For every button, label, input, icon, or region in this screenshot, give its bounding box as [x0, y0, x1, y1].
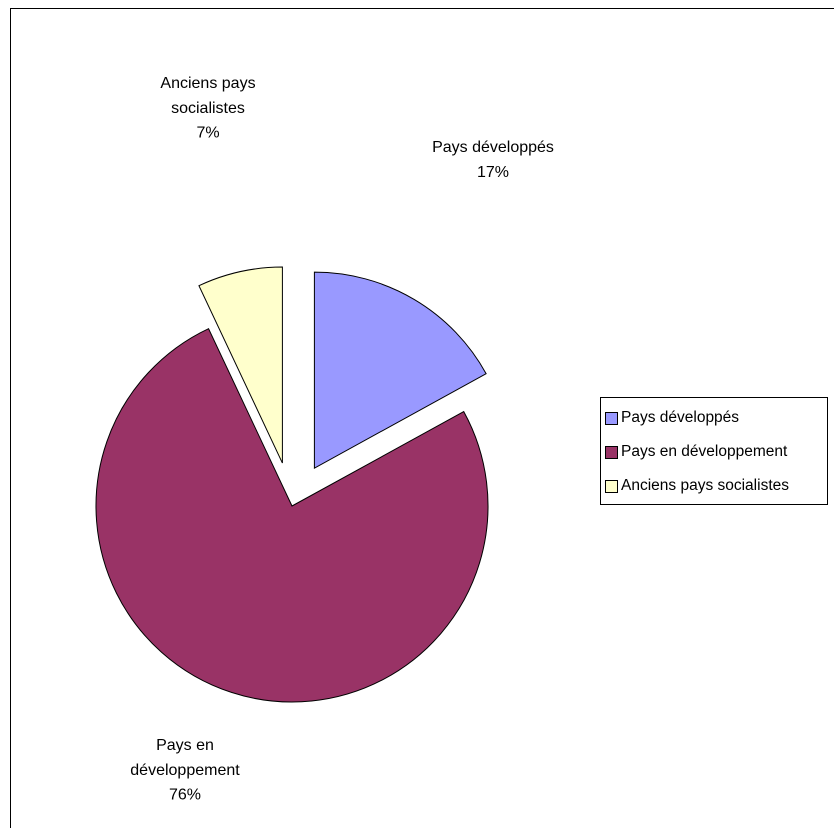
data-label-pays-en-developpement-line: Pays en: [156, 737, 214, 754]
data-label-anciens-pays-socialistes-line: Anciens pays: [160, 75, 255, 92]
legend-item-pays-developpes: Pays développés: [605, 401, 827, 435]
legend-swatch-pays-developpes: [605, 411, 618, 425]
pie-slices: [95, 266, 489, 703]
legend-label-pays-en-developpement: Pays en développement: [621, 443, 788, 460]
data-label-anciens-pays-socialistes: Anciens pays socialistes 7%: [160, 75, 255, 142]
legend-item-anciens-pays-socialistes: Anciens pays socialistes: [605, 469, 827, 503]
legend-label-pays-developpes: Pays développés: [621, 409, 740, 426]
legend-label-anciens-pays-socialistes: Anciens pays socialistes: [621, 477, 789, 494]
data-label-anciens-pays-socialistes-line: socialistes: [171, 100, 245, 117]
slice-pays-en-developpement: [95, 327, 489, 703]
data-label-pays-developpes-line: Pays développés: [432, 139, 554, 156]
slice-pays-developpes: [313, 271, 487, 469]
legend-swatch-anciens-pays-socialistes: [605, 479, 618, 493]
data-label-pays-developpes-line: 17%: [477, 164, 509, 181]
data-label-pays-en-developpement-line: développement: [130, 762, 240, 779]
slice-anciens-pays-socialistes: [198, 266, 283, 464]
legend-item-pays-en-developpement: Pays en développement: [605, 435, 827, 469]
data-label-anciens-pays-socialistes-line: 7%: [196, 125, 219, 142]
legend-swatch-pays-en-developpement: [605, 445, 618, 459]
data-label-pays-developpes: Pays développés 17%: [432, 139, 554, 181]
data-label-pays-en-developpement: Pays en développement 76%: [130, 737, 240, 804]
data-label-pays-en-developpement-line: 76%: [169, 787, 201, 804]
chart-legend: Pays développés Pays en développement An…: [600, 397, 828, 505]
pie-data-labels: Pays développés 17% Pays en développement 76…: [130, 75, 554, 804]
